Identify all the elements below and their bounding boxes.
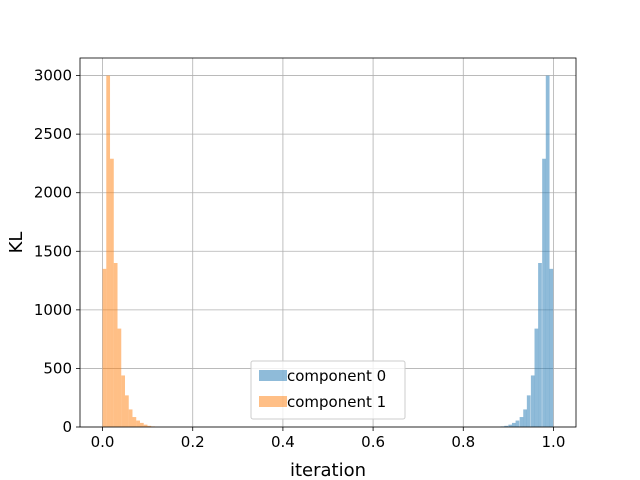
legend-swatch-component-1 xyxy=(259,396,287,407)
histogram-bar-component-0 xyxy=(519,417,524,427)
histogram-bar-component-1 xyxy=(117,328,122,427)
y-tick-label: 0 xyxy=(62,418,72,436)
y-tick-label: 2000 xyxy=(34,184,72,202)
legend-box xyxy=(250,360,406,420)
histogram-bar-component-0 xyxy=(530,375,535,427)
y-tick-label: 2500 xyxy=(34,125,72,143)
histogram-bar-component-0 xyxy=(508,424,513,427)
x-tick-label: 0.6 xyxy=(361,433,385,451)
histogram-bar-component-1 xyxy=(136,420,140,427)
histogram-bar-component-0 xyxy=(504,425,509,427)
y-tick-label: 500 xyxy=(43,359,72,377)
x-tick-label: 0.8 xyxy=(451,433,475,451)
histogram-bar-component-0 xyxy=(526,395,531,427)
histogram-bar-component-1 xyxy=(128,409,133,427)
histogram-bar-component-0 xyxy=(511,422,516,427)
plot-frame xyxy=(79,57,577,428)
x-tick-label: 0.0 xyxy=(91,433,115,451)
legend: component 0 component 1 xyxy=(250,360,406,420)
histogram-bar-component-0 xyxy=(538,263,542,427)
x-tick-label: 1.0 xyxy=(542,433,566,451)
histogram-bar-component-1 xyxy=(147,425,152,427)
y-axis-label: KL xyxy=(6,232,27,254)
histogram-bar-component-0 xyxy=(515,420,520,427)
y-tick-label: 1500 xyxy=(34,242,72,260)
histogram-bar-component-1 xyxy=(102,268,107,427)
histogram-bar-component-1 xyxy=(121,375,126,427)
x-tick-label: 0.2 xyxy=(181,433,205,451)
y-tick-label: 3000 xyxy=(34,67,72,85)
histogram-bar-component-0 xyxy=(545,75,550,428)
histogram-bar-component-1 xyxy=(110,158,114,427)
histogram-bar-component-1 xyxy=(106,75,111,428)
legend-label-component-1: component 1 xyxy=(287,393,386,411)
y-tick-label: 1000 xyxy=(34,301,72,319)
x-tick-label: 0.4 xyxy=(271,433,295,451)
histogram-bar-component-1 xyxy=(139,422,144,427)
histogram-bar-component-1 xyxy=(125,395,129,427)
grid-lines xyxy=(80,58,576,428)
histogram-bar-component-1 xyxy=(143,424,148,427)
histogram-bar-component-0 xyxy=(549,268,554,427)
legend-label-component-0: component 0 xyxy=(287,367,386,385)
histogram-bar-component-0 xyxy=(523,409,527,427)
histogram-bar-component-0 xyxy=(542,158,546,427)
histogram-bar-component-0 xyxy=(534,328,539,427)
histogram-bar-component-1 xyxy=(113,263,118,427)
legend-swatch-component-0 xyxy=(259,370,287,381)
histogram-bar-component-1 xyxy=(132,417,137,427)
histogram-bars xyxy=(102,75,554,428)
axis-ticks: 0.0 0.2 0.4 0.6 0.8 1.0 0 500 1000 1500 2000 2500 30… xyxy=(34,67,566,451)
x-axis-label: iteration xyxy=(290,460,366,480)
